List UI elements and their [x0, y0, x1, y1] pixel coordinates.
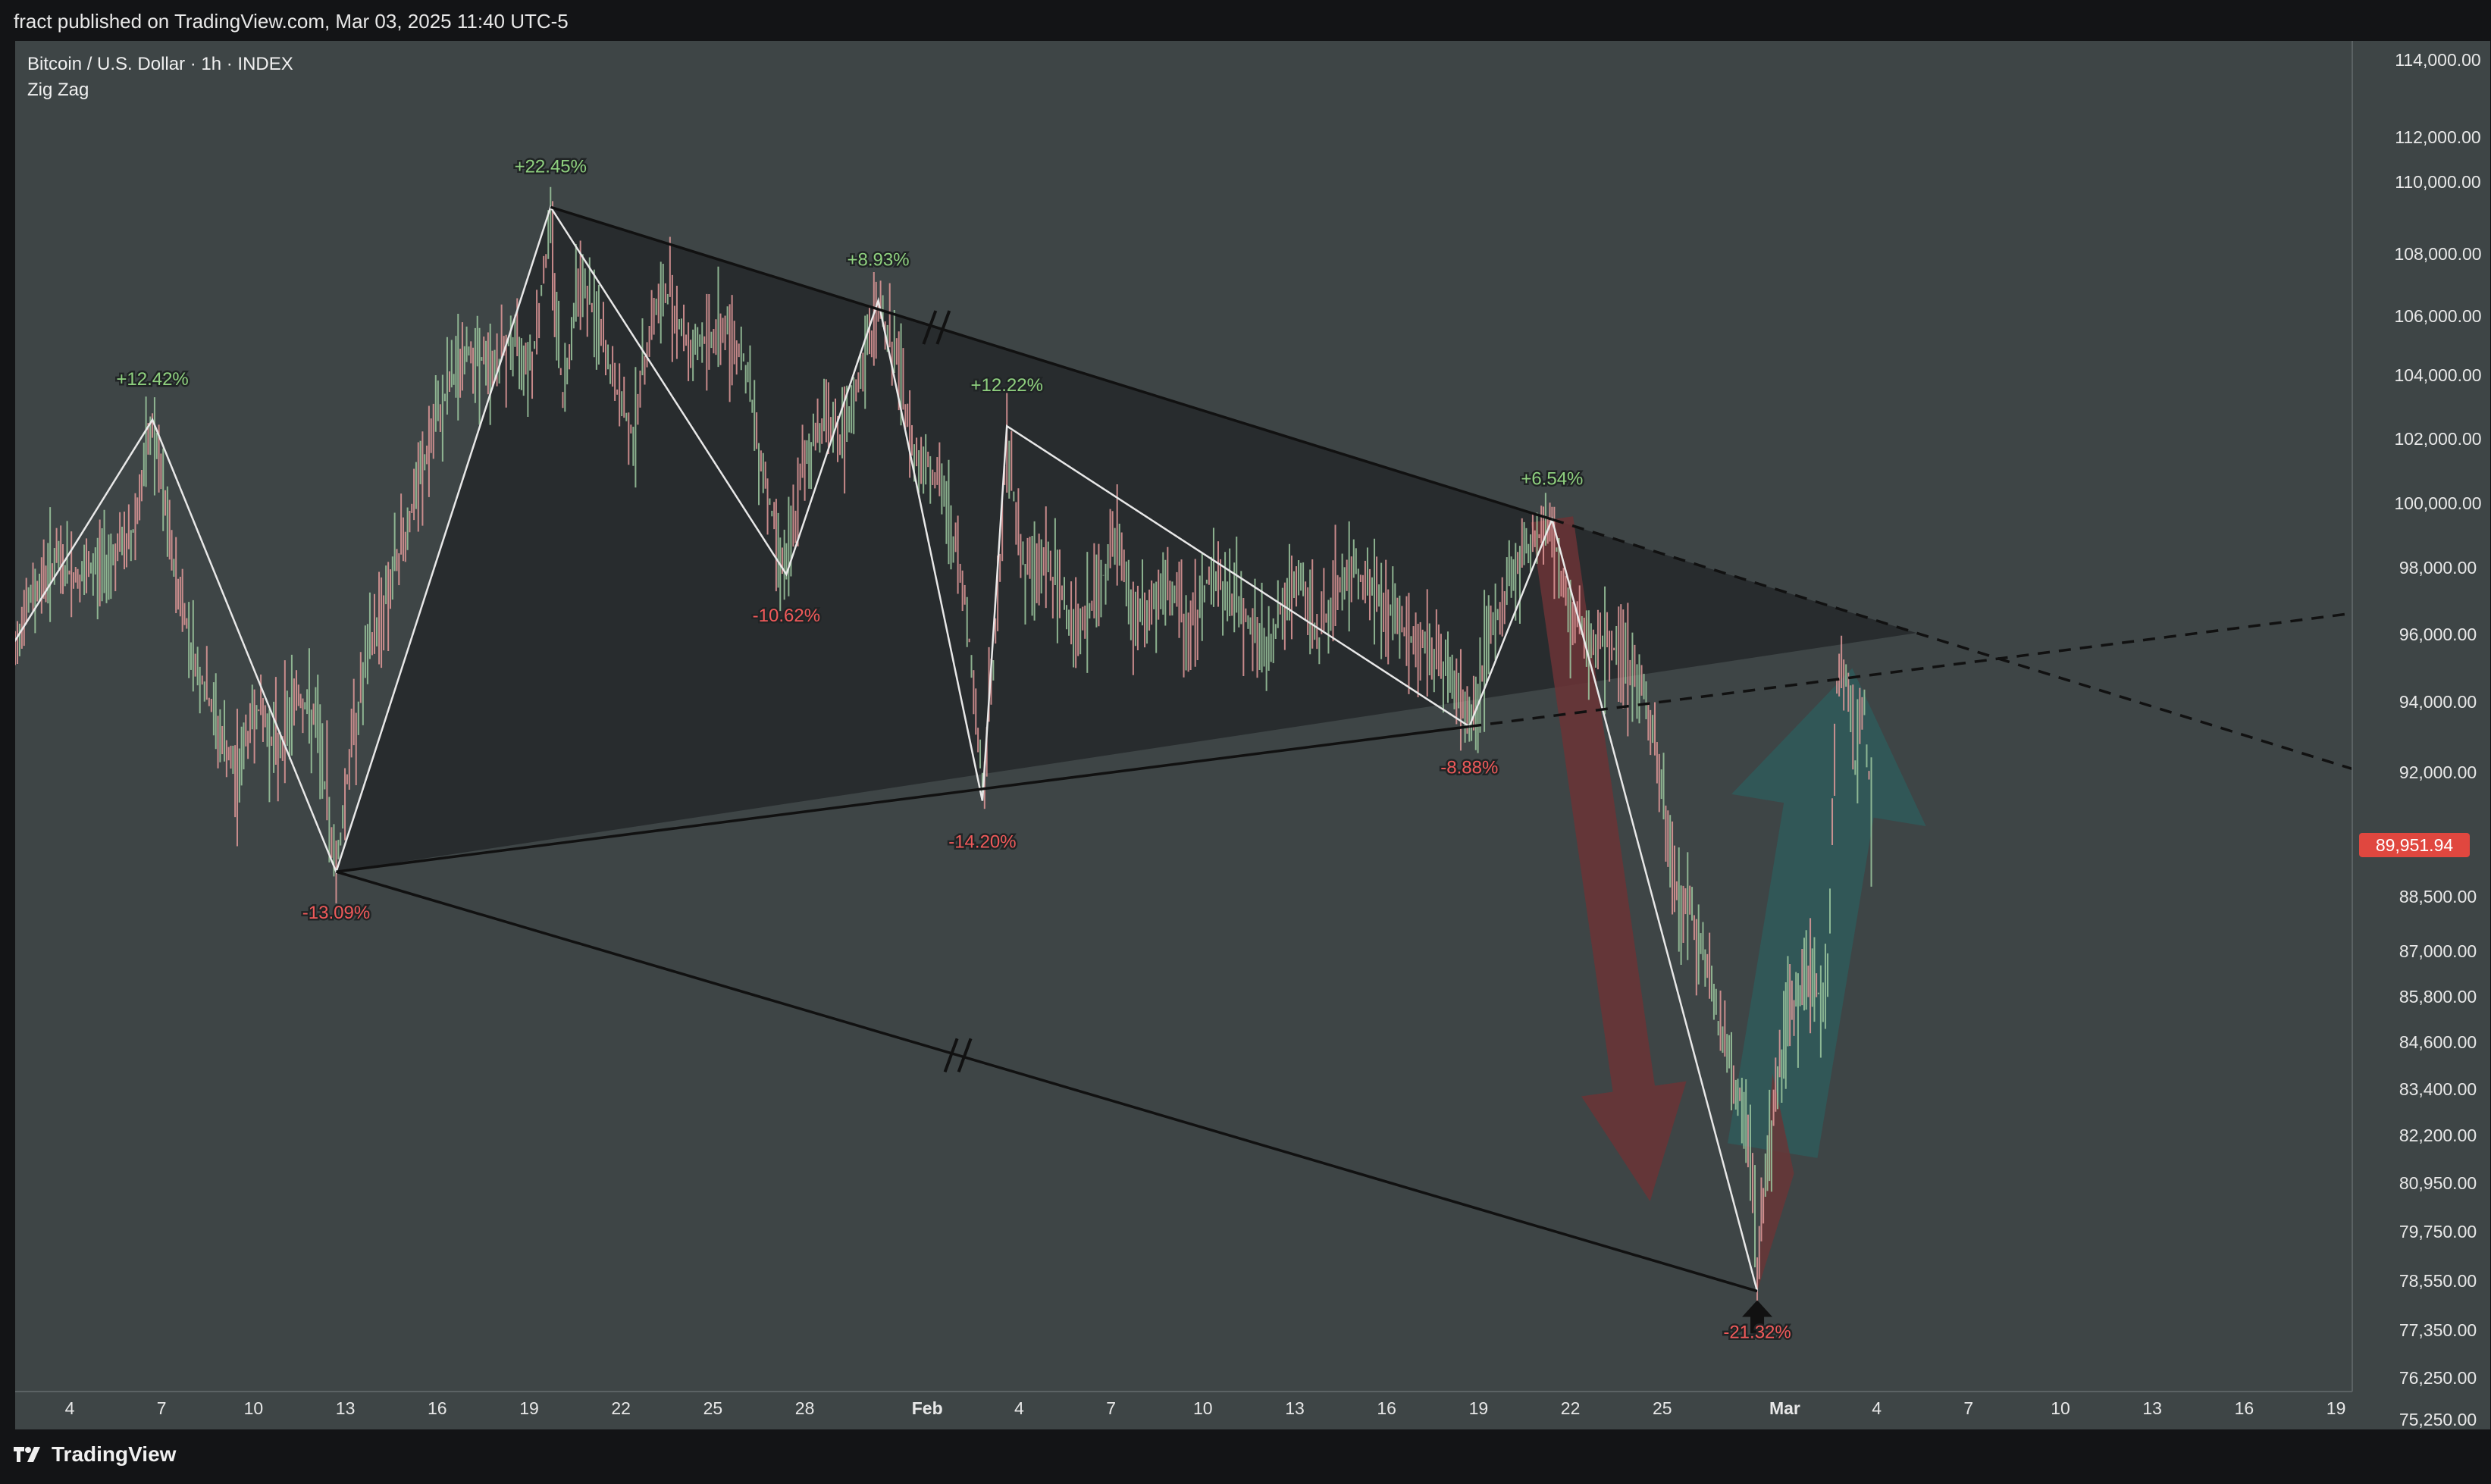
x-tick-label: 7 [157, 1398, 167, 1418]
y-tick-label: 112,000.00 [2395, 127, 2480, 147]
zigzag-label: +6.54% [1521, 468, 1583, 489]
parallel-line [335, 870, 1758, 1293]
y-tick-label: 88,500.00 [2399, 887, 2477, 906]
zigzag-label: -8.88% [1440, 758, 1498, 778]
y-tick-label: 114,000.00 [2395, 50, 2480, 70]
x-tick-label: 7 [1106, 1398, 1116, 1418]
y-tick-label: 87,000.00 [2399, 941, 2477, 961]
y-tick-label: 104,000.00 [2394, 365, 2481, 385]
x-tick-label: 13 [336, 1398, 356, 1418]
y-tick-label: 106,000.00 [2394, 306, 2481, 326]
symbol-title[interactable]: Bitcoin / U.S. Dollar · 1h · INDEX [27, 54, 293, 74]
x-tick-label: 16 [428, 1398, 447, 1418]
y-tick-label: 98,000.00 [2399, 558, 2477, 578]
x-tick-label: Mar [1769, 1398, 1800, 1418]
parallel-mark-lower [957, 1038, 973, 1072]
zigzag-label: +12.22% [971, 375, 1043, 396]
bottom-arrow-icon [1742, 1300, 1773, 1334]
x-tick-label: 13 [1285, 1398, 1305, 1418]
y-tick-label: 83,400.00 [2399, 1079, 2477, 1099]
zigzag-label: +22.45% [515, 156, 587, 177]
y-tick-label: 76,250.00 [2399, 1368, 2477, 1388]
resistance-line [550, 205, 1553, 521]
x-tick-label: 10 [2051, 1398, 2070, 1418]
y-tick-label: 85,800.00 [2399, 987, 2477, 1007]
y-tick-label: 80,950.00 [2399, 1173, 2477, 1193]
x-tick-label: 10 [1193, 1398, 1213, 1418]
bottom-red-wedge [1757, 1073, 1794, 1291]
x-tick-label: 7 [1963, 1398, 1973, 1418]
x-tick-label: 19 [1469, 1398, 1489, 1418]
chart-legend: Bitcoin / U.S. Dollar · 1h · INDEX Zig Z… [27, 52, 293, 103]
y-tick-label: 110,000.00 [2395, 172, 2480, 192]
x-tick-label: Feb [912, 1398, 943, 1418]
y-tick-label: 100,000.00 [2394, 493, 2481, 513]
brand-label: TradingView [52, 1442, 177, 1466]
zigzag-label: -13.09% [302, 903, 370, 923]
y-tick-label: 108,000.00 [2394, 244, 2481, 264]
tradingview-logo-icon [14, 1447, 40, 1462]
zigzag-label: -21.32% [1723, 1323, 1791, 1343]
x-tick-label: 19 [2326, 1398, 2346, 1418]
y-tick-label: 96,000.00 [2399, 625, 2477, 644]
x-tick-label: 4 [1872, 1398, 1882, 1418]
zigzag-label: +12.42% [116, 369, 188, 390]
x-tick-label: 19 [519, 1398, 539, 1418]
y-tick-label: 78,550.00 [2399, 1271, 2477, 1291]
x-tick-label: 10 [244, 1398, 264, 1418]
zigzag-label: -14.20% [948, 831, 1016, 852]
current-price-label: 89,951.94 [2376, 835, 2454, 855]
x-tick-label: 22 [611, 1398, 631, 1418]
zigzag-label: +8.93% [848, 250, 910, 271]
y-tick-label: 92,000.00 [2399, 762, 2477, 782]
bear-arrow [1531, 516, 1687, 1201]
triangle-shade [336, 207, 1917, 872]
zigzag-label: -10.62% [753, 606, 820, 626]
x-tick-label: 25 [1653, 1398, 1672, 1418]
bull-arrow [1728, 668, 1926, 1158]
indicator-title[interactable]: Zig Zag [27, 80, 89, 100]
zigzag-line [15, 205, 1759, 1291]
x-tick-label: 4 [65, 1398, 75, 1418]
current-price-badge [2359, 832, 2470, 857]
x-tick-label: 25 [703, 1398, 723, 1418]
y-tick-label: 94,000.00 [2399, 692, 2477, 712]
resistance-line-extension [1551, 518, 2352, 771]
support-line [336, 725, 1470, 873]
x-tick-label: 22 [1561, 1398, 1581, 1418]
x-tick-label: 16 [2235, 1398, 2254, 1418]
parallel-mark-lower [943, 1038, 959, 1072]
x-tick-label: 28 [795, 1398, 815, 1418]
tradingview-brand[interactable]: TradingView [14, 1442, 176, 1467]
y-tick-label: 75,250.00 [2399, 1410, 2477, 1429]
parallel-mark-upper [935, 310, 951, 345]
publish-header: fract published on TradingView.com, Mar … [0, 0, 2491, 41]
y-tick-label: 77,350.00 [2399, 1320, 2477, 1340]
x-tick-label: 16 [1377, 1398, 1396, 1418]
plot-group: -13.09% +22.45% -10.62% +8.93% -14.20% +12.22… [15, 155, 2352, 1345]
y-tick-label: 82,200.00 [2399, 1126, 2477, 1145]
x-tick-label: 13 [2142, 1398, 2162, 1418]
y-tick-label: 79,750.00 [2399, 1222, 2477, 1241]
parallel-mark-upper [922, 310, 938, 345]
y-tick-label: 102,000.00 [2394, 429, 2481, 449]
y-tick-label: 84,600.00 [2399, 1032, 2477, 1052]
footer-bar [0, 1429, 2491, 1484]
x-tick-label: 4 [1014, 1398, 1024, 1418]
publish-info: fract published on TradingView.com, Mar … [14, 10, 569, 33]
